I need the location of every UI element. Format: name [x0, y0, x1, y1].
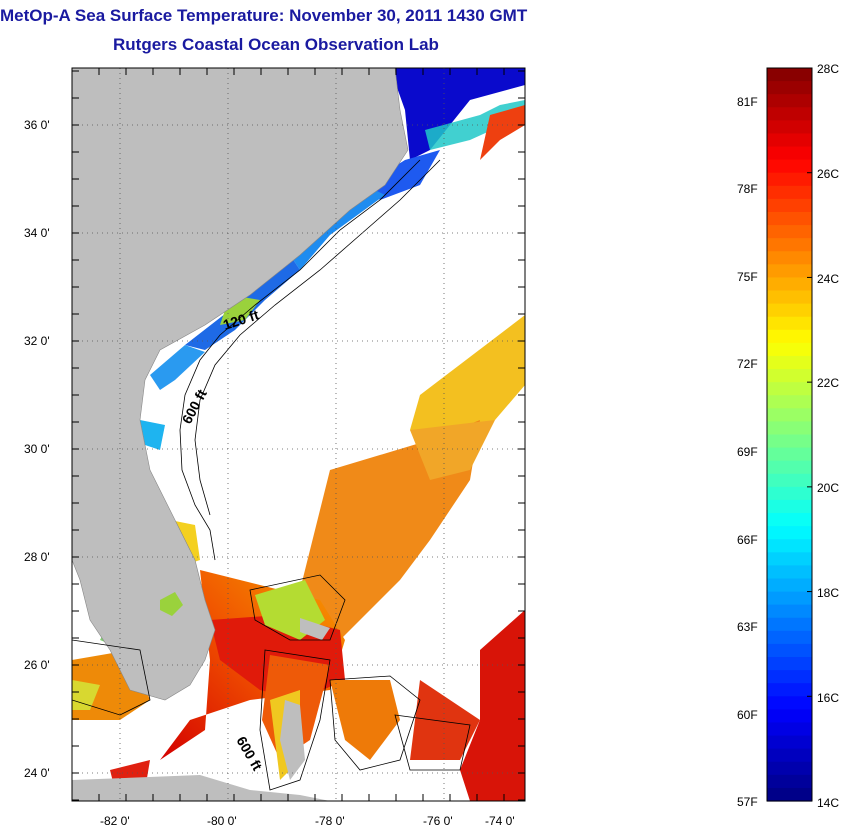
- lat-label: 32 0': [24, 334, 50, 348]
- lat-label: 34 0': [24, 226, 50, 240]
- colorbar-celsius-label: 20C: [817, 481, 840, 495]
- colorbar-celsius-label: 28C: [817, 62, 840, 76]
- lake-okeechobee: [160, 592, 183, 616]
- colorbar-celsius-label: 26C: [817, 167, 840, 181]
- lon-label: -76 0': [423, 814, 453, 828]
- colorbar-fahrenheit-label: 81F: [737, 95, 758, 109]
- cuba-land: [72, 775, 330, 801]
- colorbar-fahrenheit-label: 72F: [737, 357, 758, 371]
- colorbar-fahrenheit-label: 69F: [737, 445, 758, 459]
- colorbar-celsius-label: 24C: [817, 272, 840, 286]
- lat-label: 26 0': [24, 658, 50, 672]
- map-frame: [71, 67, 526, 802]
- lat-label: 36 0': [24, 118, 50, 132]
- colorbar-fahrenheit-label: 63F: [737, 620, 758, 634]
- lat-label: 24 0': [24, 766, 50, 780]
- chart-subtitle: Rutgers Coastal Ocean Observation Lab: [113, 35, 439, 54]
- colorbar-celsius-label: 16C: [817, 691, 840, 705]
- lon-label: -78 0': [315, 814, 345, 828]
- colorbar-celsius-label: 22C: [817, 376, 840, 390]
- colorbar-fahrenheit-label: 57F: [737, 795, 758, 809]
- colorbar-celsius-label: 18C: [817, 586, 840, 600]
- colorbar-fahrenheit-label: 78F: [737, 182, 758, 196]
- bathymetry-contours: [72, 159, 471, 791]
- chart-title: MetOp-A Sea Surface Temperature: Novembe…: [0, 6, 528, 25]
- lon-label: -74 0': [485, 814, 515, 828]
- colorbar-fahrenheit-label: 66F: [737, 533, 758, 547]
- land-mass: [72, 68, 409, 701]
- colorbar-celsius-label: 14C: [817, 796, 840, 810]
- bahamas-land: [280, 700, 305, 780]
- lat-label: 30 0': [24, 442, 50, 456]
- bahamas-land-2: [300, 618, 330, 640]
- lon-label: -82 0': [100, 814, 130, 828]
- colorbar-fahrenheit-label: 60F: [737, 708, 758, 722]
- colorbar-fahrenheit-label: 75F: [737, 270, 758, 284]
- graticule: [72, 68, 525, 801]
- lon-label: -80 0': [207, 814, 237, 828]
- lat-label: 28 0': [24, 550, 50, 564]
